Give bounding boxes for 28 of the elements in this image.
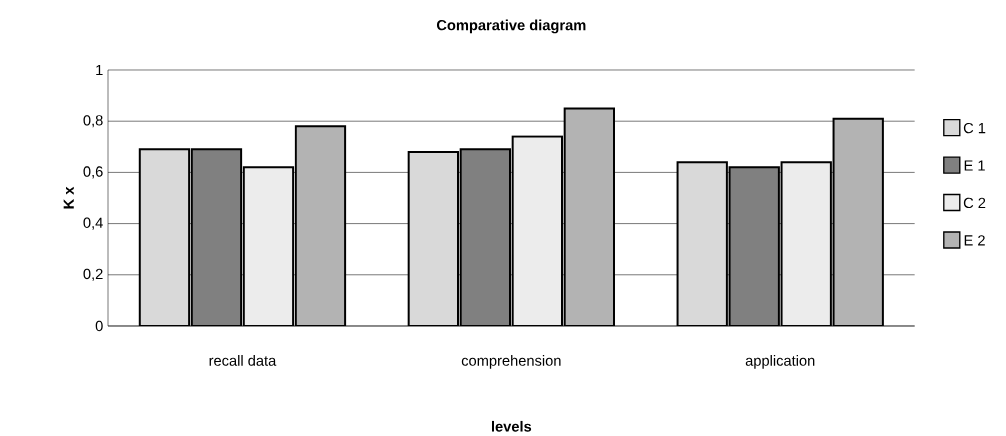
y-tick-label: 0,6 xyxy=(83,166,103,179)
bar xyxy=(138,148,191,326)
legend-label: E 1 xyxy=(964,160,985,171)
y-tick-label: 0,4 xyxy=(83,217,103,230)
bar xyxy=(511,135,564,326)
bar xyxy=(728,166,780,326)
x-axis-title: levels xyxy=(491,420,532,432)
bar xyxy=(407,150,459,326)
x-tick-label: application xyxy=(745,355,815,369)
y-tick-label: 1 xyxy=(96,64,103,75)
bar xyxy=(459,148,511,326)
bar xyxy=(563,107,616,326)
legend-label: C 1 xyxy=(963,122,986,134)
y-axis-title: K x xyxy=(63,186,74,209)
bar xyxy=(294,125,347,326)
y-tick-label: 0 xyxy=(95,320,103,332)
y-tick-label: 0,8 xyxy=(83,115,103,128)
x-tick-label: recall data xyxy=(209,355,277,366)
bar xyxy=(780,161,832,326)
y-tick-label: 0,2 xyxy=(83,268,103,281)
x-tick-label: comprehension xyxy=(461,355,561,369)
bar xyxy=(242,166,295,326)
bar xyxy=(676,161,728,326)
chart-title: Comparative diagram xyxy=(436,19,586,34)
bar xyxy=(832,117,884,326)
legend-label: C 2 xyxy=(963,197,986,209)
legend-label: E 2 xyxy=(964,235,985,246)
bar xyxy=(190,148,243,326)
